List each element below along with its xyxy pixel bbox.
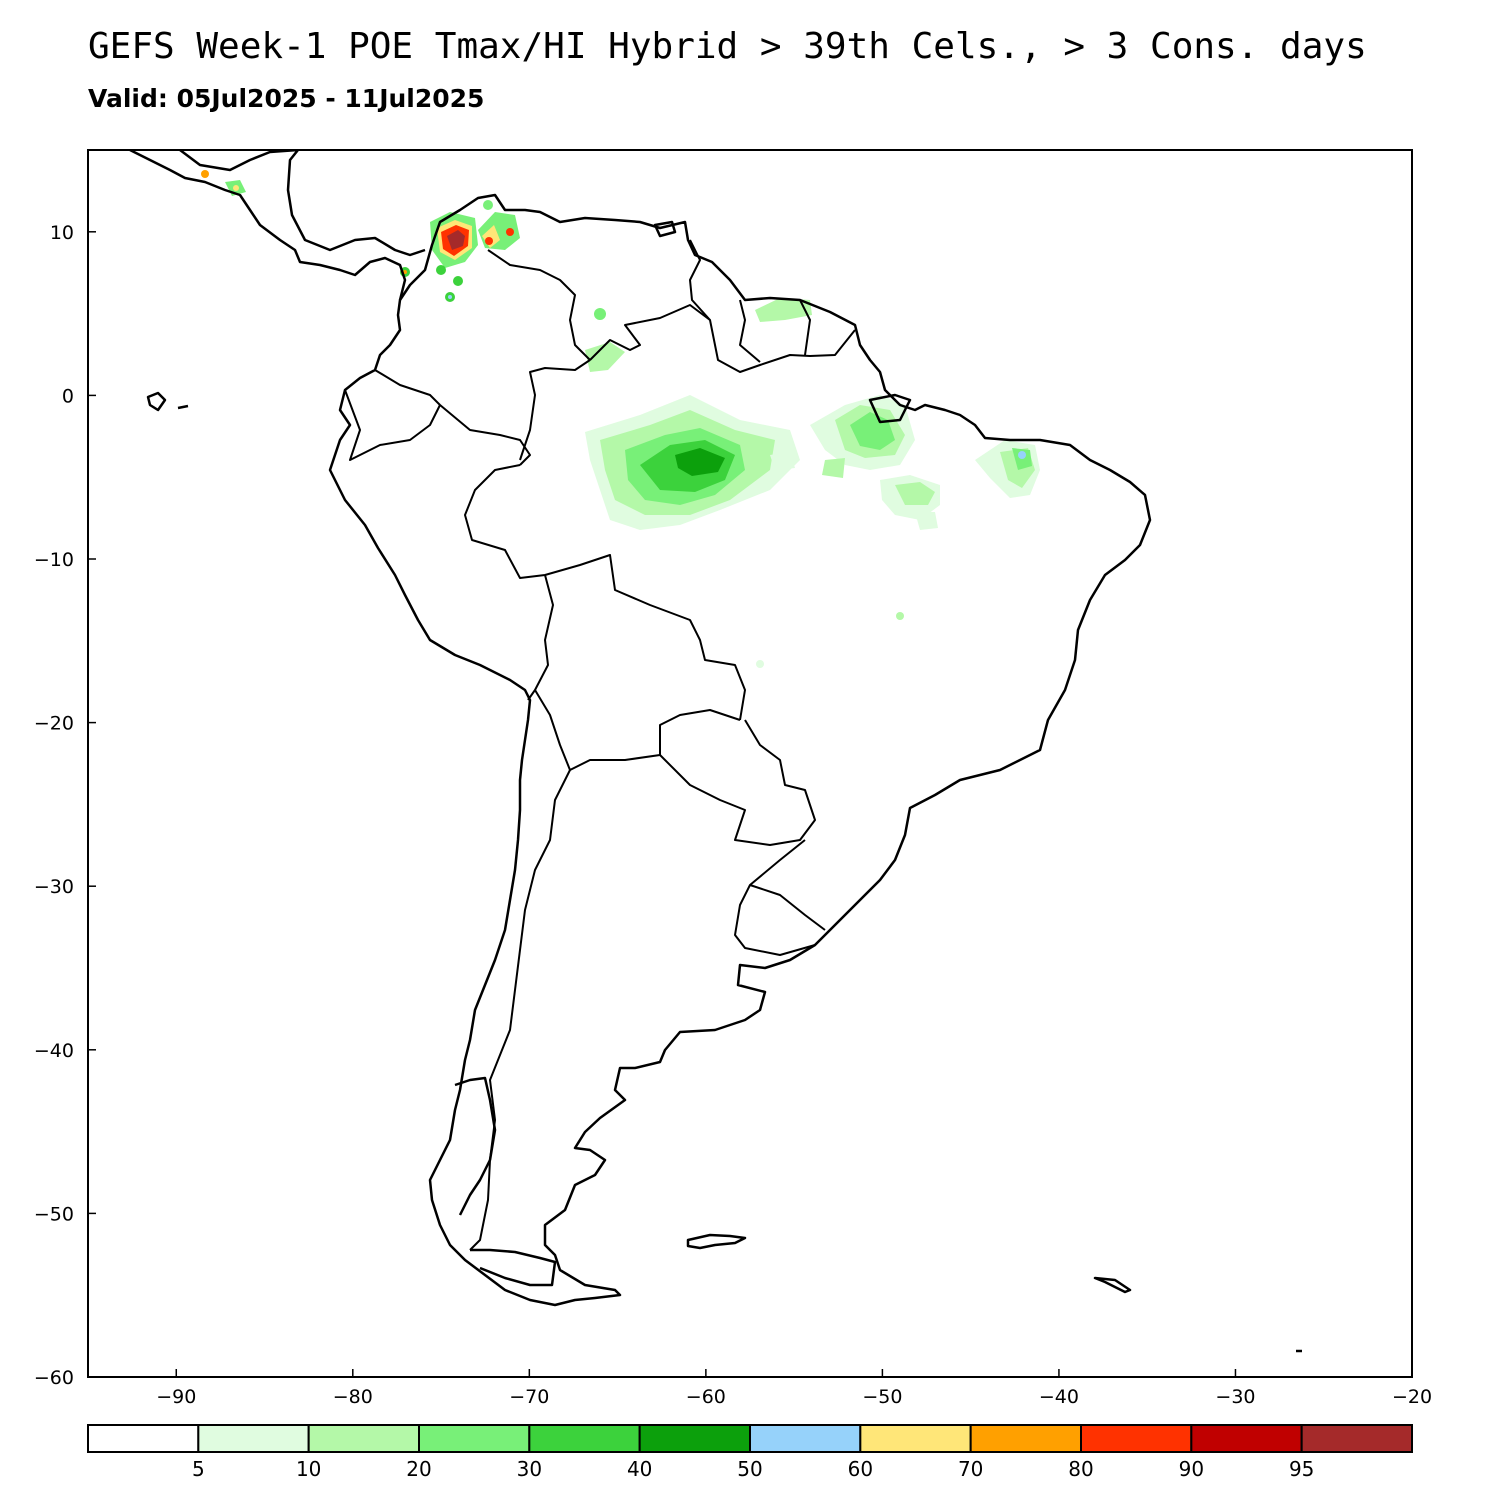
central-america-caribbean-coast xyxy=(179,150,426,257)
colorbar-swatch xyxy=(1190,1424,1303,1453)
colorbar-label: 30 xyxy=(517,1457,542,1481)
colorbar-label: 20 xyxy=(406,1457,431,1481)
area-central-america-honduras xyxy=(201,170,209,178)
coastlines xyxy=(129,150,1302,1353)
x-tick-label: −40 xyxy=(1039,1386,1079,1408)
colorbar-swatch xyxy=(969,1424,1083,1453)
border-bolivia-chile-argentina xyxy=(534,689,741,771)
area-tocantins-south-10 xyxy=(915,512,938,530)
border-suriname-guiana xyxy=(799,299,811,356)
area-orinoco-10 xyxy=(585,342,625,372)
border-venezuela-guyana xyxy=(689,239,711,321)
trinidad-island xyxy=(653,220,677,238)
map-subtitle: Valid: 05Jul2025 - 11Jul2025 xyxy=(88,84,485,113)
area-small-mt-5 xyxy=(756,660,764,668)
chilean-fjords xyxy=(454,1076,497,1216)
border-ecuador-peru xyxy=(344,389,441,461)
x-tick-label: −90 xyxy=(156,1386,196,1408)
colorbar-swatch xyxy=(1300,1424,1413,1453)
colorbar-swatch xyxy=(528,1424,641,1453)
x-tick-label: −70 xyxy=(509,1386,549,1408)
area-tocantins-20 xyxy=(895,482,935,505)
y-tick-label: −50 xyxy=(34,1203,74,1225)
border-peru-bolivia xyxy=(527,574,554,701)
colorbar-label: 60 xyxy=(848,1457,873,1481)
border-guyana-suriname xyxy=(739,299,761,363)
colorbar-swatch xyxy=(87,1424,200,1453)
map-title: GEFS Week-1 POE Tmax/HI Hybrid > 39th Ce… xyxy=(88,26,1367,67)
y-tick-label: −30 xyxy=(34,876,74,898)
galapagos-islands xyxy=(146,391,189,412)
x-tick-label: −30 xyxy=(1215,1386,1255,1408)
area-piaui-60 xyxy=(1018,451,1026,459)
south-georgia-island xyxy=(1093,1276,1132,1294)
central-america-coastline xyxy=(129,150,407,301)
marajo-island xyxy=(868,393,912,424)
national-borders xyxy=(344,239,856,1251)
area-small-amazon-3 xyxy=(822,458,845,478)
colorbar-swatch xyxy=(197,1424,310,1453)
colorbar-label: 90 xyxy=(1179,1457,1204,1481)
y-axis-ticks: 10 0 −10 −20 −30 −40 −50 −60 xyxy=(34,222,96,1389)
colorbar: 5 10 20 30 40 50 60 70 80 90 95 xyxy=(87,1424,1413,1481)
border-chile-argentina xyxy=(469,769,571,1251)
border-colombia-venezuela xyxy=(487,249,591,361)
area-small-amazon-2 xyxy=(770,452,795,470)
area-guianas-10 xyxy=(755,298,812,322)
colorbar-swatch xyxy=(307,1424,420,1453)
area-central-america-60 xyxy=(233,185,239,191)
colorbar-label: 10 xyxy=(296,1457,321,1481)
falkland-islands xyxy=(686,1233,747,1250)
area-central-amazon-50 xyxy=(675,448,725,476)
colorbar-label: 50 xyxy=(737,1457,762,1481)
y-tick-label: −10 xyxy=(34,549,74,571)
x-tick-label: −20 xyxy=(1392,1386,1432,1408)
y-tick-label: −60 xyxy=(34,1367,74,1389)
colorbar-swatch xyxy=(749,1424,862,1453)
border-colombia-brazil xyxy=(519,359,591,461)
colorbar-label: 40 xyxy=(627,1457,652,1481)
border-colombia-ecuador-peru xyxy=(374,369,531,466)
border-brazil-uruguay xyxy=(749,884,826,931)
x-tick-label: −50 xyxy=(862,1386,902,1408)
colorbar-swatch xyxy=(418,1424,531,1453)
plot-frame xyxy=(87,149,1413,1378)
colorbar-label: 5 xyxy=(192,1457,205,1481)
colorbar-swatch xyxy=(859,1424,972,1453)
colorbar-label: 70 xyxy=(958,1457,983,1481)
border-paraguay xyxy=(659,719,816,846)
probability-shading xyxy=(201,170,1040,668)
border-argentina-brazil-uruguay xyxy=(734,839,816,956)
tierra-del-fuego xyxy=(470,1248,557,1287)
y-tick-label: 0 xyxy=(62,385,74,407)
area-colombia-north-spot xyxy=(483,200,493,210)
x-tick-label: −60 xyxy=(686,1386,726,1408)
area-venezuela-west-2-80 xyxy=(506,228,514,236)
area-small-goias-10 xyxy=(896,612,904,620)
y-tick-label: 10 xyxy=(50,222,74,244)
area-colombia-spot-3-core xyxy=(448,295,452,299)
border-peru-brazil xyxy=(464,464,546,579)
area-amazonas-10 xyxy=(594,308,606,320)
area-colombia-spot-1 xyxy=(436,265,446,275)
border-venezuela-brazil xyxy=(589,304,856,373)
colorbar-swatch xyxy=(638,1424,752,1453)
x-tick-label: −80 xyxy=(333,1386,373,1408)
border-bolivia-brazil xyxy=(544,554,746,721)
y-tick-label: −20 xyxy=(34,713,74,735)
colorbar-label: 95 xyxy=(1289,1457,1314,1481)
area-northern-colombia-95 xyxy=(447,230,465,250)
area-panama-spot-core xyxy=(403,270,407,274)
colorbar-swatch xyxy=(1080,1424,1193,1453)
x-axis-ticks: −90 −80 −70 −60 −50 −40 −30 −20 xyxy=(156,1369,1432,1408)
south-america-coastline xyxy=(328,193,1152,1307)
y-tick-label: −40 xyxy=(34,1040,74,1062)
area-venezuela-west-80 xyxy=(485,237,493,245)
area-colombia-spot-2 xyxy=(453,276,463,286)
colorbar-label: 80 xyxy=(1068,1457,1093,1481)
